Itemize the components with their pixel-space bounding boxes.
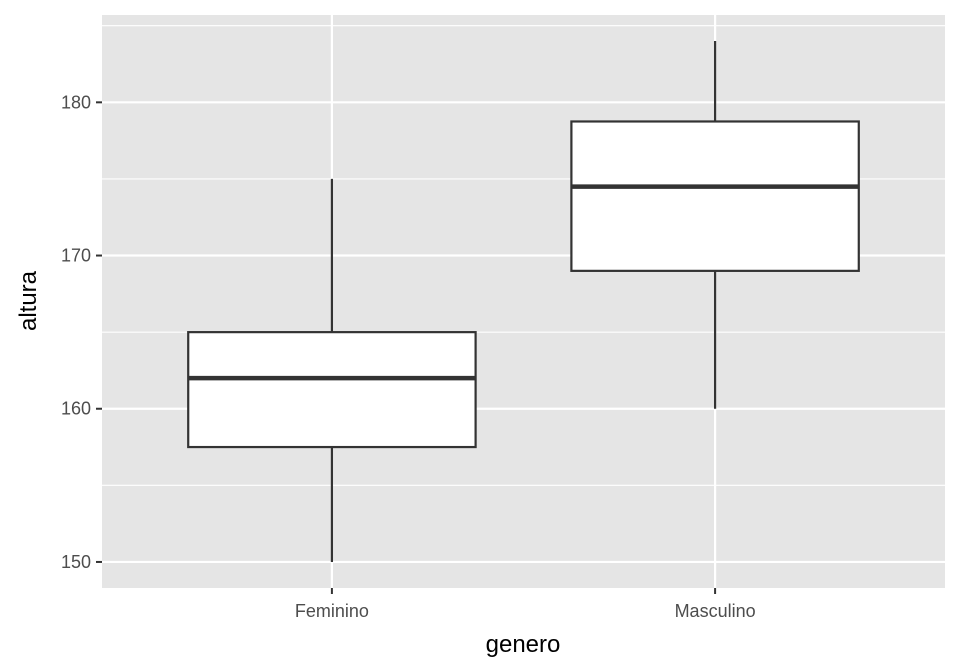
y-tick-label: 170: [61, 246, 91, 266]
iqr-box: [187, 331, 477, 449]
x-tick-label: Masculino: [675, 601, 756, 621]
box-masculino: [570, 41, 860, 409]
box-feminino: [187, 178, 477, 562]
y-tick-label: 180: [61, 92, 91, 112]
x-tick-label: Feminino: [295, 601, 369, 621]
y-axis-ticks: 150 160 170 180: [61, 92, 102, 572]
boxes-layer: [187, 41, 860, 562]
x-axis-title: genero: [486, 631, 561, 658]
y-tick-label: 160: [61, 399, 91, 419]
y-axis-title: altura: [15, 270, 42, 331]
y-tick-label: 150: [61, 552, 91, 572]
x-axis-ticks: Feminino Masculino: [295, 588, 756, 621]
plot-panel: [102, 15, 945, 588]
iqr-box: [570, 120, 860, 272]
